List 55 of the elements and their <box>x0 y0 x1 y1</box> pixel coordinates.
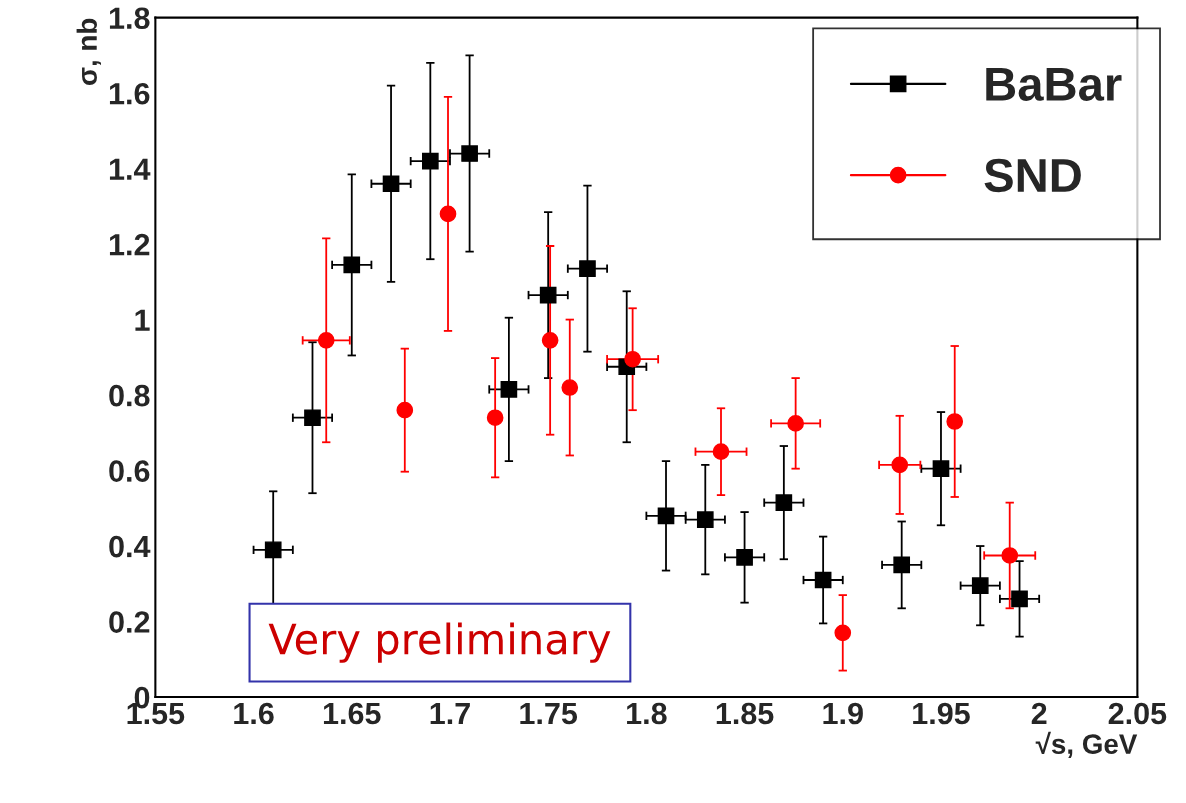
y-tick-label: 1.2 <box>109 233 150 256</box>
point <box>343 256 361 274</box>
point <box>932 460 950 478</box>
point <box>696 511 714 528</box>
point <box>624 350 641 368</box>
legend-label: BaBar <box>986 67 1122 101</box>
y-tick-label: 1 <box>135 309 150 331</box>
point <box>971 577 989 595</box>
point <box>893 556 911 574</box>
x-tick-label: 2 <box>1031 702 1047 725</box>
point <box>382 175 400 193</box>
point <box>264 541 282 559</box>
y-tick-label: 0.8 <box>109 384 150 407</box>
y-axis-title: σ, nb <box>76 18 102 85</box>
point <box>657 507 675 525</box>
point <box>834 624 852 642</box>
y-tick-label: 1.8 <box>109 7 150 30</box>
y-tick-label: 0.4 <box>109 535 151 558</box>
point <box>486 409 504 427</box>
point <box>317 332 335 349</box>
point <box>539 286 557 304</box>
point <box>561 379 579 396</box>
x-tick-label: 2.05 <box>1108 702 1167 725</box>
point <box>787 415 804 432</box>
annotation: Very preliminary <box>268 622 611 663</box>
point <box>1011 590 1028 608</box>
x-tick-label: 1.8 <box>627 702 667 725</box>
y-tick-label: 0.6 <box>109 460 150 482</box>
x-tick-label: 1.85 <box>716 702 774 725</box>
y-tick-label: 1.4 <box>109 158 151 180</box>
point <box>775 494 793 511</box>
point <box>439 205 457 223</box>
x-tick-label: 1.65 <box>323 702 381 725</box>
point <box>541 332 559 349</box>
x-tick-label: 1.9 <box>823 702 863 725</box>
x-tick-label: 1.75 <box>520 702 578 725</box>
x-tick-label: 1.7 <box>430 702 470 725</box>
point <box>579 260 596 277</box>
point <box>712 443 730 461</box>
y-tick-label: 1.6 <box>109 82 150 105</box>
point <box>736 549 753 566</box>
point <box>500 381 518 398</box>
x-tick-label: 1.6 <box>234 702 274 725</box>
point <box>1001 547 1019 564</box>
point <box>891 456 909 474</box>
point <box>461 145 478 162</box>
point <box>396 401 414 419</box>
y-tick-label: 0.2 <box>109 611 150 633</box>
point <box>304 409 321 427</box>
legend-label: SND <box>984 158 1081 193</box>
point <box>946 413 964 430</box>
point <box>421 152 439 170</box>
point <box>814 571 832 589</box>
x-tick-label: 1.95 <box>913 702 970 725</box>
x-axis-title: √s, GeV <box>1035 731 1138 758</box>
